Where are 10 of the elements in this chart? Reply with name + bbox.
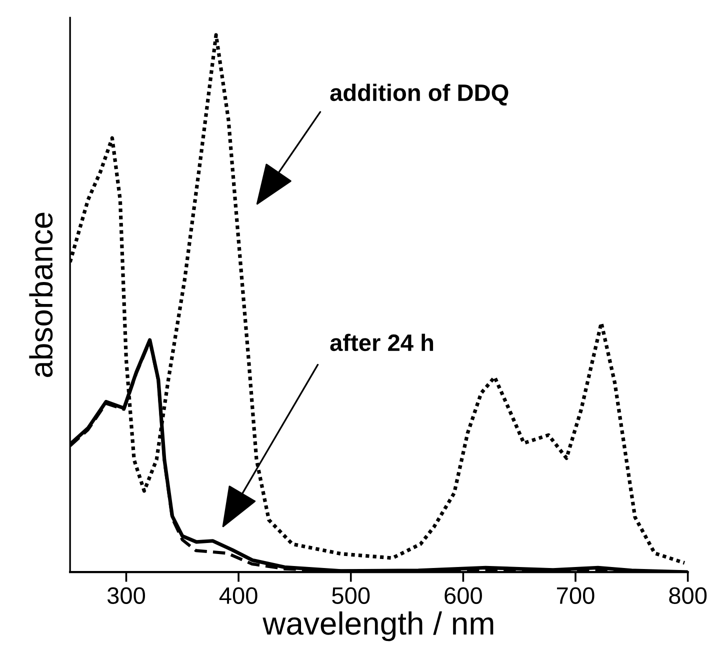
x-tick-label: 700: [557, 587, 594, 604]
annotation: addition of DDQ: [330, 84, 508, 106]
y-axis-title: absorbance: [29, 212, 53, 377]
x-axis-title: wavelength / nm: [262, 611, 494, 642]
x-tick-label: 400: [219, 587, 258, 604]
x-tick-label: 500: [332, 587, 370, 604]
x-tick-label: 600: [444, 587, 482, 604]
x-tick-label: 800: [669, 587, 707, 604]
annotation: after 24 h: [330, 334, 434, 352]
x-tick-label: 300: [107, 587, 146, 604]
